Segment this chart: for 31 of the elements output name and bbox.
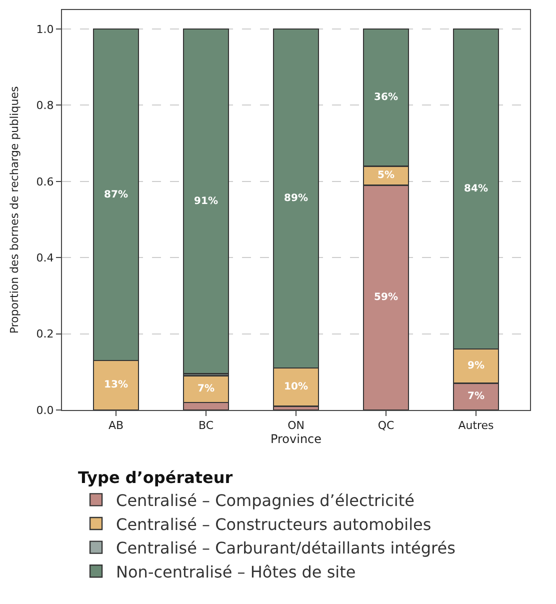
x-tick-label: Autres xyxy=(458,419,494,432)
data-label: 89% xyxy=(284,193,308,204)
data-label: 84% xyxy=(464,184,488,195)
data-label: 5% xyxy=(378,170,394,182)
legend-label: Non-centralisé – Hôtes de site xyxy=(116,562,356,582)
data-label: 91% xyxy=(194,196,218,207)
data-label: 36% xyxy=(374,92,398,104)
data-label: 9% xyxy=(468,360,484,372)
y-tick-label: 0.6 xyxy=(36,175,54,188)
bar xyxy=(182,28,230,374)
y-tick-label: 0.2 xyxy=(36,328,54,341)
x-tick-label: QC xyxy=(378,419,394,432)
data-label: 87% xyxy=(104,189,128,200)
legend-label: Centralisé – Compagnies d’électricité xyxy=(116,490,414,510)
x-axis-title: Province xyxy=(270,432,322,446)
legend-title: Type d’opérateur xyxy=(78,468,233,487)
y-axis-title: Proportion des bornes de recharge publiques xyxy=(8,86,21,334)
y-tick-label: 0.0 xyxy=(36,404,54,417)
legend-label: Centralisé – Constructeurs automobiles xyxy=(116,514,432,534)
data-label: 10% xyxy=(284,382,308,393)
x-tick-label: ON xyxy=(288,419,304,432)
data-label: 13% xyxy=(104,380,128,391)
legend-label: Centralisé – Carburant/détaillants intégrés xyxy=(116,538,456,558)
y-tick-label: 0.4 xyxy=(36,251,54,264)
x-tick-label: AB xyxy=(108,419,124,432)
data-label: 7% xyxy=(468,391,484,402)
y-tick-label: 0.8 xyxy=(36,99,54,112)
data-label: 59% xyxy=(374,292,398,304)
x-tick-label: BC xyxy=(198,419,214,432)
y-tick-label: 1.0 xyxy=(36,22,54,36)
data-label: 7% xyxy=(198,384,214,395)
